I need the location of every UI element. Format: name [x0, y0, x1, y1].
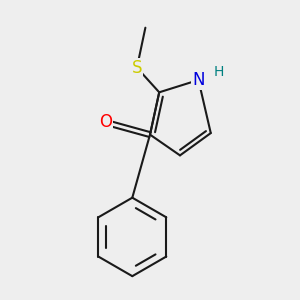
Text: H: H: [214, 65, 224, 79]
Text: O: O: [99, 113, 112, 131]
Text: N: N: [192, 71, 205, 89]
Text: S: S: [132, 59, 142, 77]
